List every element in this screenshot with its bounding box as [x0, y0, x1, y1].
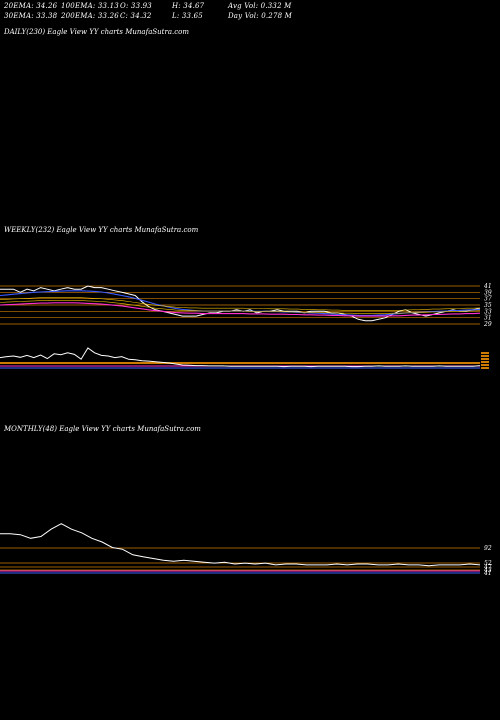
monthly-series-line: [0, 523, 481, 567]
monthly-tick-label: 92: [484, 545, 492, 552]
weekly-volume-marker: [481, 358, 489, 360]
weekly-ema-band: [0, 297, 481, 311]
header-close: C: 34.32: [120, 12, 152, 20]
header-avg-vol: Avg Vol: 0.332 M: [228, 2, 292, 10]
monthly-tick-label: 43: [483, 567, 492, 574]
weekly-volume-marker: [481, 367, 489, 369]
daily-panel-label: DAILY(230) Eagle View YY charts MunafaSu…: [4, 28, 190, 36]
weekly-ema-band: [0, 300, 481, 314]
weekly-tick-label: 29: [483, 321, 492, 328]
header-200ema: 200EMA: 33.26: [61, 12, 119, 20]
header-day-vol: Day Vol: 0.278 M: [228, 12, 293, 20]
weekly-tick-label: 31: [484, 315, 492, 322]
monthly-tick-label: 47: [483, 564, 492, 571]
weekly-volume-band: [0, 362, 480, 364]
header-30ema: 30EMA: 33.38: [4, 12, 58, 20]
weekly-panel-label: WEEKLY(232) Eagle View YY charts MunafaS…: [4, 226, 199, 234]
header-high: H: 34.67: [172, 2, 205, 10]
weekly-volume-marker: [481, 355, 489, 357]
weekly-tick-label: 37: [484, 296, 492, 303]
weekly-series-line: [0, 302, 481, 317]
monthly-panel-label: MONTHLY(48) Eagle View YY charts MunafaS…: [4, 425, 201, 433]
monthly-tick-label: 41: [483, 570, 492, 577]
weekly-tick-label: 41: [483, 283, 492, 290]
header-100ema: 100EMA: 33.13: [61, 2, 119, 10]
header-open: O: 33.93: [120, 2, 152, 10]
header-low: L: 33.65: [172, 12, 203, 20]
weekly-tick-label: 33: [484, 308, 492, 315]
monthly-tick-label: 52: [484, 560, 492, 567]
weekly-volume-marker: [481, 352, 489, 354]
weekly-tick-label: 35: [484, 302, 492, 309]
weekly-volume-marker: [481, 361, 489, 363]
header-20ema: 20EMA: 34.26: [4, 2, 58, 10]
weekly-volume-marker: [481, 364, 489, 366]
weekly-volume-line: [0, 347, 481, 368]
weekly-tick-label: 39: [484, 289, 492, 296]
